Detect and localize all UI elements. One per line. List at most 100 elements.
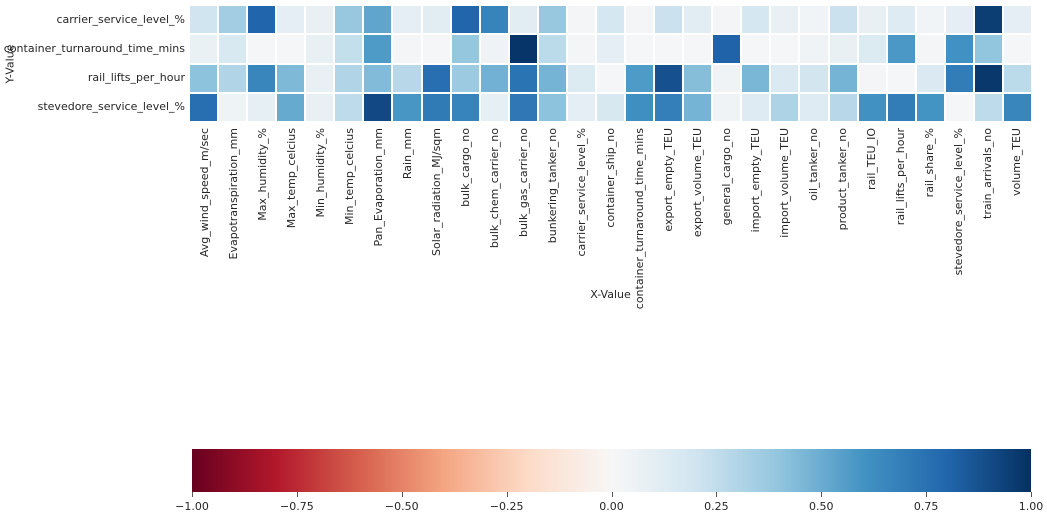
heatmap-cell (306, 64, 334, 92)
heatmap-cell (364, 35, 392, 63)
heatmap-cell (248, 64, 276, 92)
heatmap-cell (713, 93, 741, 121)
colorbar-tick-label: −1.00 (175, 500, 209, 513)
heatmap-cell (684, 93, 712, 121)
heatmap-cell (596, 35, 625, 63)
heatmap-cell (684, 64, 712, 92)
colorbar-tick-label: −0.50 (384, 500, 419, 513)
heatmap-cell (916, 6, 944, 34)
heatmap-cell (945, 6, 973, 34)
heatmap-cell (422, 64, 450, 92)
heatmap-cell (538, 93, 566, 121)
heatmap-cell (800, 93, 828, 121)
heatmap-cell (364, 93, 392, 121)
colorbar-tick (1031, 492, 1032, 497)
heatmap-cell (422, 6, 450, 34)
heatmap-cell (800, 64, 828, 92)
heatmap-cell (567, 93, 595, 121)
heatmap-cell (887, 6, 915, 34)
heatmap-cell (974, 35, 1002, 63)
heatmap-cell (800, 35, 828, 63)
heatmap-cell (219, 35, 247, 63)
x-tick-label: volume_TEU (1009, 128, 1023, 196)
heatmap-cell (713, 64, 741, 92)
heatmap-cell (567, 35, 595, 63)
heatmap-cell (655, 93, 683, 121)
heatmap-cell (1003, 6, 1031, 34)
colorbar-tick (296, 492, 298, 497)
heatmap-cell (974, 64, 1002, 92)
heatmap-cell (306, 93, 334, 121)
x-tick-label: Max_humidity_% (255, 128, 269, 221)
colorbar-tick-label: 0.50 (809, 500, 834, 513)
heatmap-cell (277, 35, 305, 63)
x-tick-label: bulk_cargo_no (458, 128, 472, 207)
colorbar-tick (192, 492, 193, 497)
x-tick-label: bunkering_tanker_no (545, 128, 559, 244)
heatmap-cell (393, 35, 421, 63)
heatmap-cell (974, 93, 1002, 121)
heatmap-cell (393, 93, 421, 121)
heatmap-cell (422, 93, 450, 121)
x-tick-label: Min_humidity_% (313, 128, 327, 218)
colorbar-tick (926, 492, 928, 497)
heatmap (190, 6, 1031, 121)
y-tick-label: container_turnaround_time_mins (3, 42, 185, 56)
colorbar-tick (716, 492, 718, 497)
heatmap-cell (538, 35, 566, 63)
heatmap-cell (829, 64, 857, 92)
x-tick-label: import_volume_TEU (777, 128, 791, 238)
heatmap-cell (248, 35, 276, 63)
heatmap-cell (190, 35, 218, 63)
heatmap-cell (1003, 64, 1031, 92)
heatmap-cell (451, 93, 479, 121)
heatmap-cell (248, 93, 276, 121)
heatmap-cell (451, 35, 479, 63)
heatmap-cell (887, 93, 915, 121)
heatmap-cell (771, 64, 799, 92)
x-tick-label: export_volume_TEU (690, 128, 704, 238)
heatmap-cell (713, 6, 741, 34)
heatmap-cell (538, 64, 566, 92)
x-tick-label: Pan_Evaporation_mm (371, 128, 385, 247)
colorbar (192, 449, 1031, 492)
heatmap-cell (887, 64, 915, 92)
heatmap-cell (306, 35, 334, 63)
x-tick-label: container_ship_no (603, 128, 617, 228)
heatmap-cell (887, 35, 915, 63)
heatmap-cell (451, 6, 479, 34)
heatmap-cell (509, 93, 537, 121)
colorbar-tick-label: 0.75 (913, 500, 939, 513)
x-tick-label: Solar_radiation_MJ/sqm (429, 128, 443, 257)
heatmap-cell (480, 35, 508, 63)
heatmap-cell (538, 6, 566, 34)
x-tick-label: import_empty_TEU (748, 128, 762, 233)
x-tick-label: bulk_gas_carrier_no (516, 128, 530, 238)
x-axis-label: X-Value (590, 288, 631, 301)
heatmap-cell (713, 35, 741, 63)
colorbar-tick-label: −0.25 (489, 500, 524, 513)
y-tick-label: stevedore_service_level_% (37, 99, 185, 113)
x-tick-label: bulk_chem_carrier_no (487, 128, 501, 249)
heatmap-cell (364, 6, 392, 34)
heatmap-cell (945, 64, 973, 92)
heatmap-cell (190, 6, 218, 34)
heatmap-cell (335, 93, 363, 121)
heatmap-cell (190, 64, 218, 92)
heatmap-cell (335, 35, 363, 63)
heatmap-cell (219, 6, 247, 34)
x-tick-label: stevedore_service_level_% (951, 128, 965, 276)
heatmap-cell (277, 64, 305, 92)
heatmap-cell (277, 93, 305, 121)
heatmap-cell (626, 6, 654, 34)
heatmap-cell (655, 6, 683, 34)
heatmap-cell (916, 35, 944, 63)
x-tick-label: train_arrivals_no (980, 128, 994, 219)
heatmap-cell (277, 6, 305, 34)
heatmap-cell (364, 64, 392, 92)
heatmap-cell (335, 64, 363, 92)
heatmap-cell (858, 64, 886, 92)
y-tick-label: carrier_service_level_% (56, 13, 186, 27)
heatmap-cell (190, 93, 218, 121)
